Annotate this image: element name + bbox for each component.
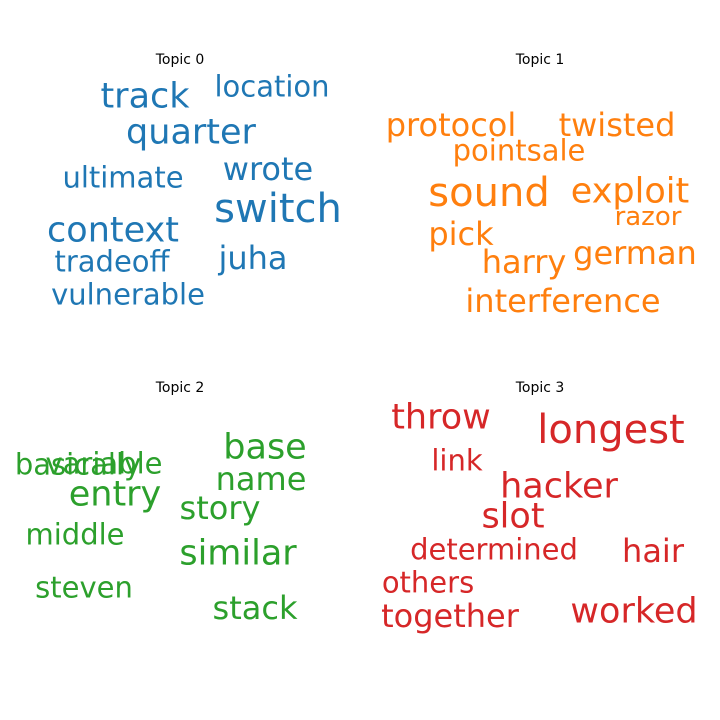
topic-word: location <box>214 69 330 104</box>
topic-word: juha <box>218 239 288 277</box>
topic-word: razor <box>614 202 682 232</box>
topic-word: worked <box>570 591 698 632</box>
topic-panel-0: Topic 0 track location quarter wrote ultimate… <box>0 0 360 360</box>
topic-panel-1: Topic 1 protocol twisted pointsale sound expl… <box>360 0 720 360</box>
topic-word: twisted <box>558 106 676 144</box>
topic-word: others <box>381 565 475 600</box>
topic-word: story <box>179 489 261 527</box>
topic-word: throw <box>391 397 491 438</box>
topic-word: link <box>431 443 483 478</box>
topic-word: pick <box>428 215 494 253</box>
topic-word: pointsale <box>452 133 586 168</box>
topic-title: Topic 0 <box>155 52 205 68</box>
topic-word: track <box>100 76 190 117</box>
topic-word: middle <box>25 517 125 552</box>
topic-word: context <box>47 210 179 251</box>
topic-word: quarter <box>126 112 256 153</box>
topic-word: hair <box>622 532 684 570</box>
topic-word: stack <box>212 589 298 627</box>
topic-panel-3: Topic 3 throw longest link hacker slot determi… <box>360 328 720 688</box>
topic-word: together <box>381 597 519 635</box>
topic-word: steven <box>35 570 133 605</box>
topic-word: name <box>215 460 307 498</box>
topic-title: Topic 3 <box>515 380 565 396</box>
topic-word: wrote <box>222 150 314 188</box>
topic-title: Topic 1 <box>515 52 565 68</box>
topic-word: protocol <box>385 106 517 144</box>
topic-word: tradeoff <box>54 244 170 279</box>
topic-word: slot <box>481 496 545 537</box>
topic-word: determined <box>410 532 578 567</box>
topic-word: german <box>573 234 697 272</box>
topic-word: sound <box>428 170 550 216</box>
topic-word: similar <box>179 533 297 574</box>
topic-title: Topic 2 <box>155 380 205 396</box>
topic-word: harry <box>481 243 567 281</box>
topic-word: interference <box>465 282 661 320</box>
topic-word: switch <box>214 186 342 232</box>
topic-panel-2: Topic 2 variable base basically name entry sto… <box>0 328 360 688</box>
topic-word: base <box>223 427 307 468</box>
topic-word: variable <box>45 446 163 481</box>
topic-word: ultimate <box>62 160 184 195</box>
topic-word: entry <box>68 474 162 515</box>
topic-word: vulnerable <box>51 277 205 312</box>
topic-word: exploit <box>570 171 690 212</box>
topic-word: longest <box>537 407 685 453</box>
topic-word: hacker <box>500 466 618 507</box>
topic-word: basically <box>14 447 142 482</box>
